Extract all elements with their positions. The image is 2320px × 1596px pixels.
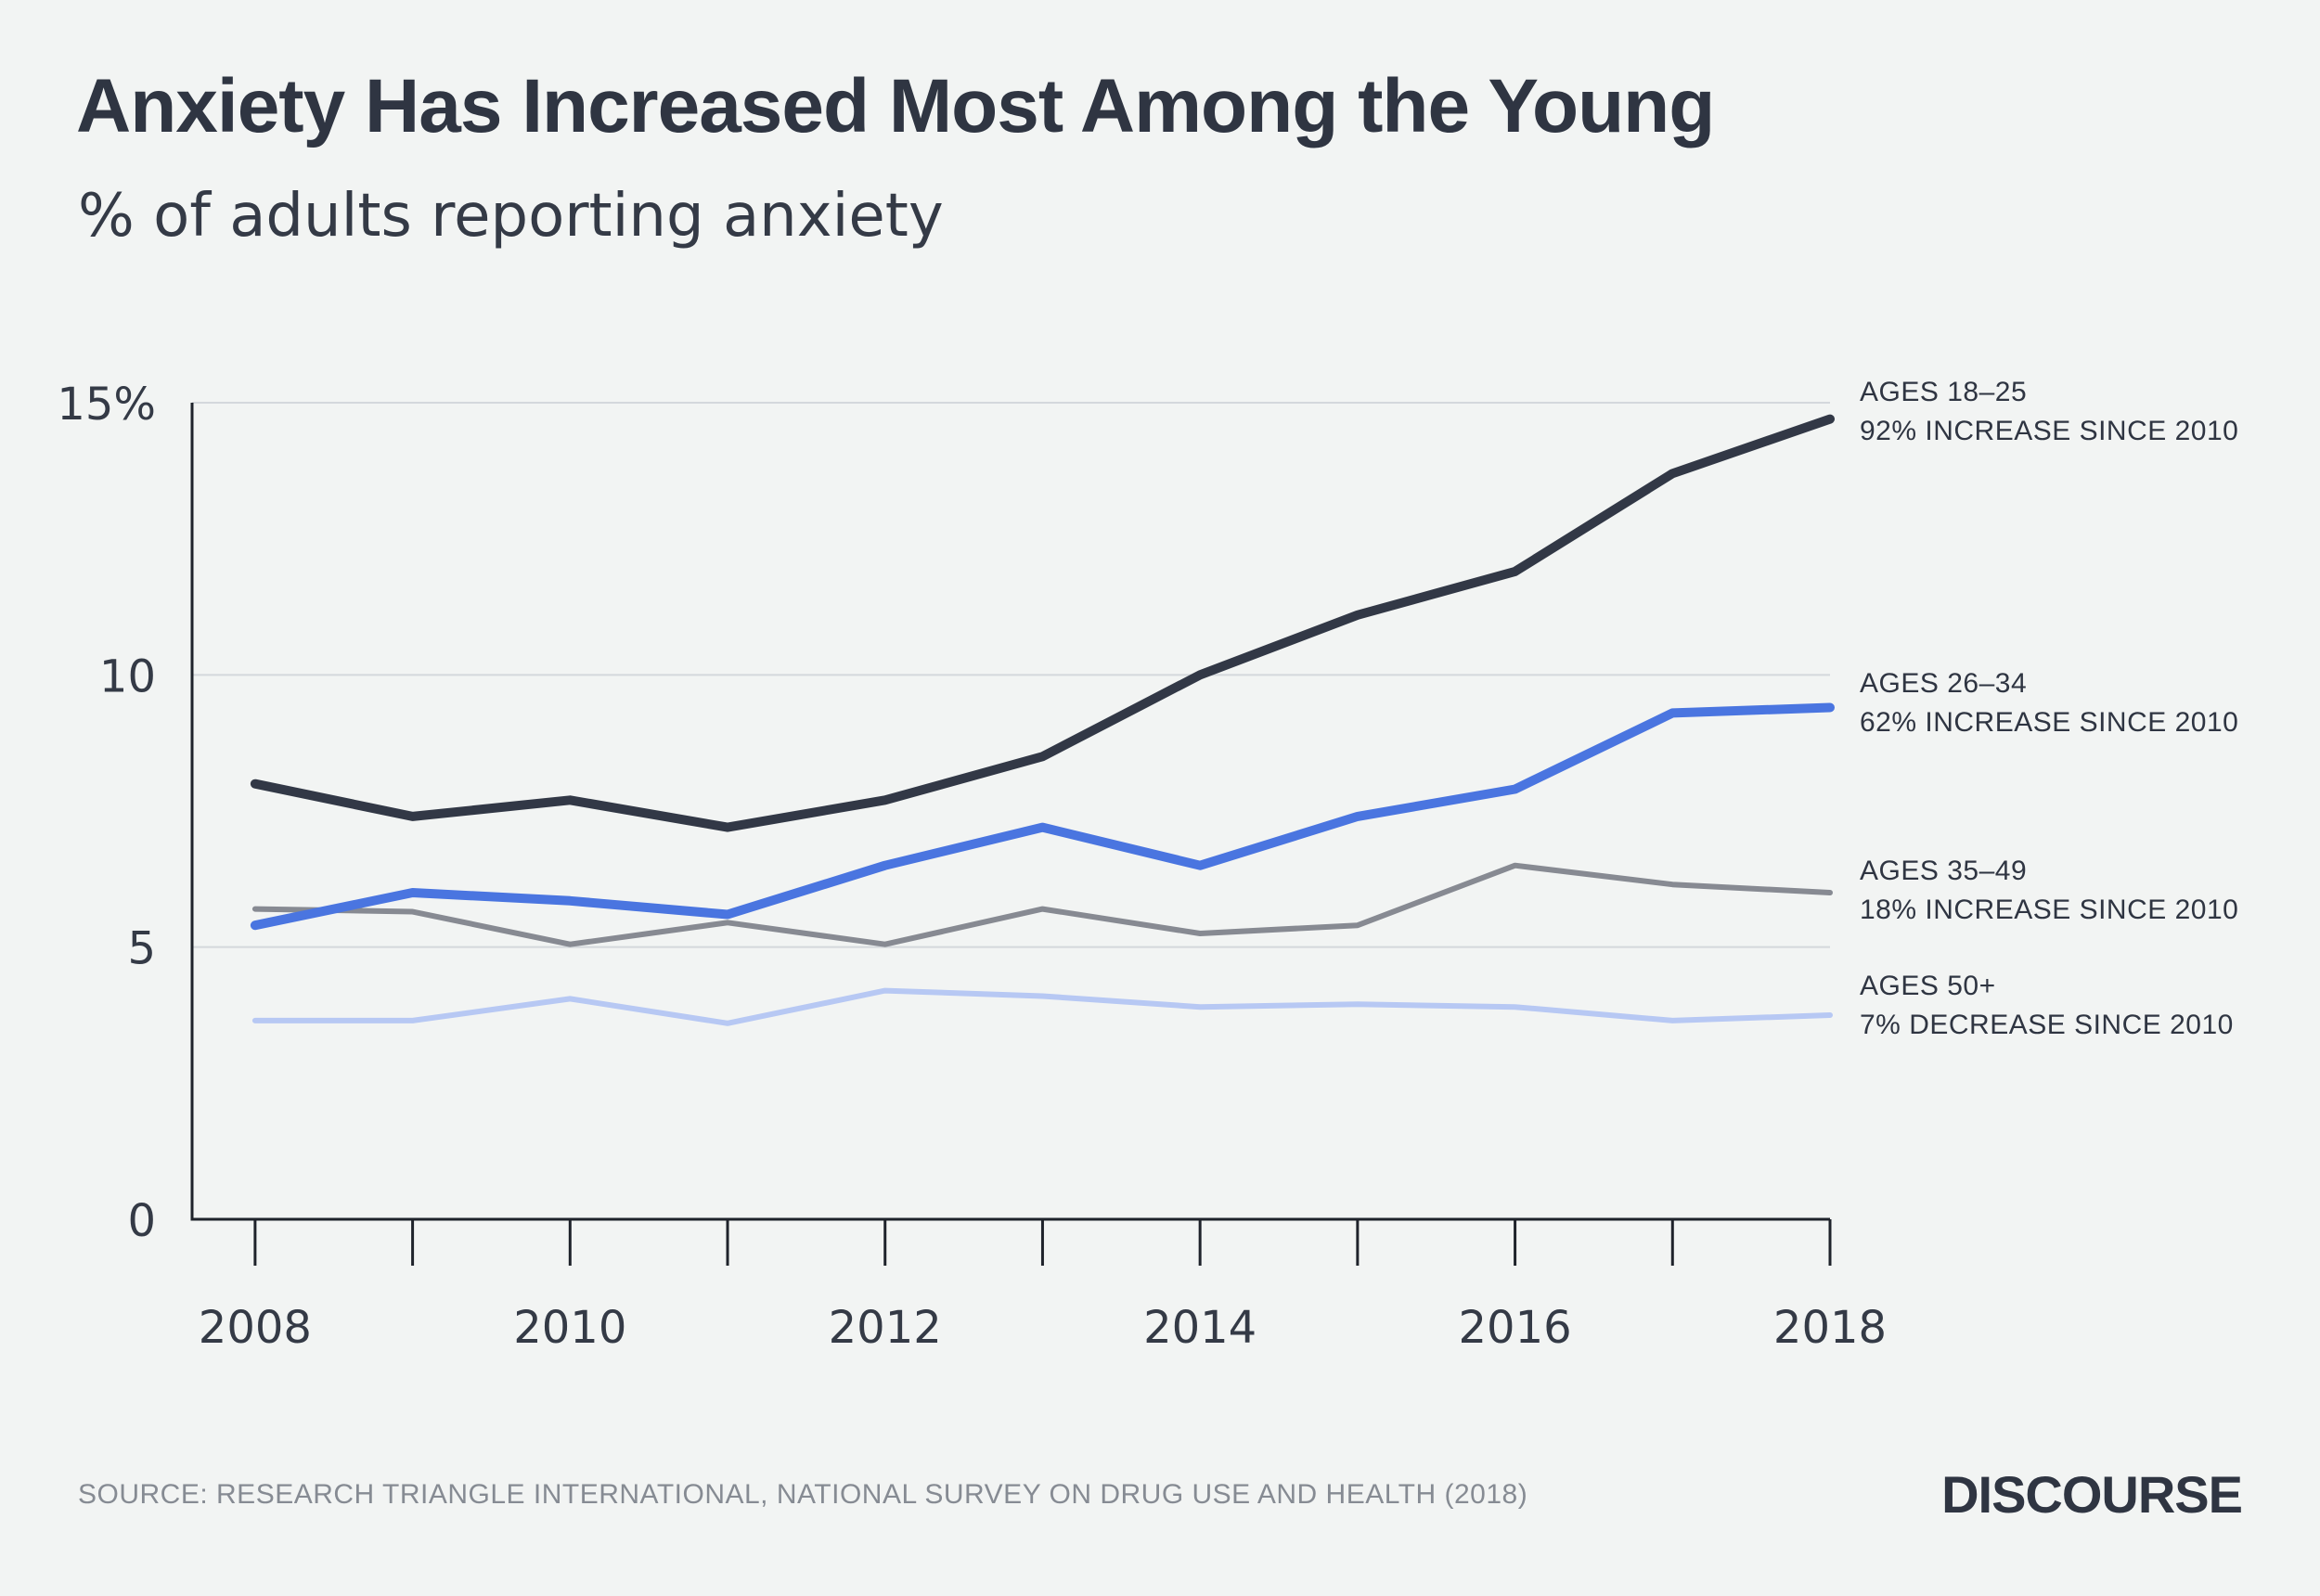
chart-title: Anxiety Has Increased Most Among the You… xyxy=(76,64,1715,148)
series-note-2: 62% INCREASE SINCE 2010 xyxy=(1860,707,2238,738)
x-tick-label-2018: 2018 xyxy=(1773,1302,1887,1354)
x-tick-label-2012: 2012 xyxy=(829,1302,942,1354)
series-label-4: AGES 50+ xyxy=(1860,971,1996,1001)
y-tick-label-15: 15% xyxy=(57,379,156,431)
y-tick-label-10: 10 xyxy=(99,650,156,702)
y-tick-label-0: 0 xyxy=(127,1195,156,1247)
series-line-2 xyxy=(250,702,1835,931)
source-note: SOURCE: RESEARCH TRIANGLE INTERNATIONAL,… xyxy=(78,1479,1528,1510)
series-label-3: AGES 35–49 xyxy=(1860,856,2027,886)
series-note-3: 18% INCREASE SINCE 2010 xyxy=(1860,895,2238,925)
x-tick-label-2016: 2016 xyxy=(1458,1302,1571,1354)
series-line-4 xyxy=(251,987,1833,1026)
brand-logo: DISCOURSE xyxy=(1941,1465,2243,1524)
y-tick-label-5: 5 xyxy=(127,923,156,975)
chart-subtitle: % of adults reporting anxiety xyxy=(78,182,944,251)
series-label-1: AGES 18–25 xyxy=(1860,377,2027,407)
x-tick-label-2008: 2008 xyxy=(199,1302,312,1354)
x-tick-label-2014: 2014 xyxy=(1143,1302,1257,1354)
series-line-1 xyxy=(250,414,1835,832)
x-tick-label-2010: 2010 xyxy=(513,1302,626,1354)
series-note-4: 7% DECREASE SINCE 2010 xyxy=(1860,1010,2234,1040)
series-line-3 xyxy=(251,862,1833,947)
series-note-1: 92% INCREASE SINCE 2010 xyxy=(1860,416,2238,446)
series-label-2: AGES 26–34 xyxy=(1860,668,2027,699)
